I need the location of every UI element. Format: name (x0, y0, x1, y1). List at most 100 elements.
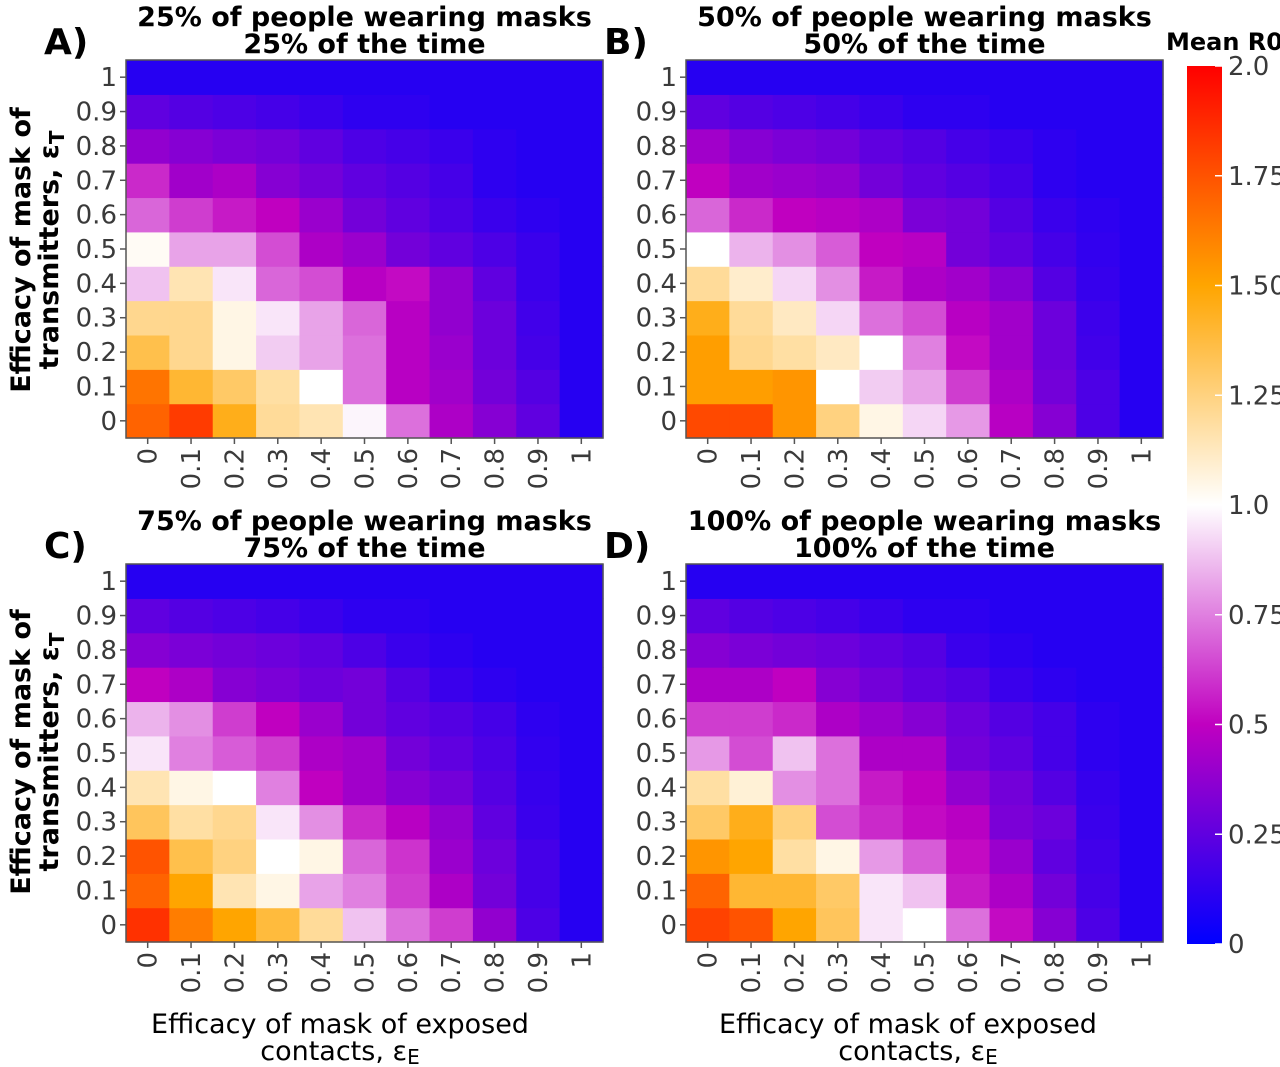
heatmap-cell (1076, 598, 1121, 634)
heatmap-panel: 0 0.1 0.2 0.3 0.4 0.5 0.6 0.7 0.8 0.9 1 0 0.1 0.2 0.3 0… (604, 2, 1164, 489)
heatmap-cell (386, 838, 431, 874)
heatmap-cell (386, 266, 431, 302)
heatmap-cell (516, 598, 561, 634)
heatmap-cell (559, 266, 604, 302)
heatmap-cell (386, 873, 431, 909)
heatmap-cell (772, 701, 817, 737)
x-tick-label: 0.2 (780, 448, 810, 489)
heatmap-cell (729, 197, 774, 233)
heatmap-cell (212, 60, 257, 95)
heatmap-cell (299, 231, 344, 267)
heatmap-cell (946, 804, 991, 840)
heatmap-cell (729, 838, 774, 874)
x-tick-label: 0.5 (911, 952, 941, 993)
heatmap-cell (1119, 266, 1164, 302)
y-tick-label: 0.2 (636, 842, 677, 872)
heatmap-cell (859, 231, 904, 267)
panel-title-line1: 50% of people wearing masks (697, 2, 1152, 33)
x-tick-label: 0.8 (1041, 448, 1071, 489)
x-tick-label: 0.6 (394, 952, 424, 993)
heatmap-cell (772, 804, 817, 840)
heatmap-cell (902, 667, 947, 703)
heatmap-cell (386, 163, 431, 199)
x-tick-label: 0.5 (351, 448, 381, 489)
heatmap-cell (516, 735, 561, 771)
heatmap-cell (729, 128, 774, 164)
y-tick-label: 0.5 (636, 739, 677, 769)
heatmap-cell (859, 873, 904, 909)
heatmap-cell (1076, 94, 1121, 130)
heatmap-cell (686, 231, 730, 267)
y-tick-label: 0.2 (636, 338, 677, 368)
panel-title-line1: 100% of people wearing masks (688, 506, 1161, 537)
heatmap-cell (946, 197, 991, 233)
heatmap-cell (772, 300, 817, 336)
x-tick-label: 0.7 (437, 952, 467, 993)
heatmap-cell (989, 632, 1034, 668)
heatmap-cell (902, 369, 947, 405)
heatmap-cell (126, 598, 170, 634)
heatmap-cell (902, 266, 947, 302)
heatmap-cell (1076, 334, 1121, 370)
heatmap-cell (772, 163, 817, 199)
heatmap-cell (516, 197, 561, 233)
heatmap-cell (729, 873, 774, 909)
heatmap-cell (946, 300, 991, 336)
x-tick-label: 0.9 (1084, 952, 1114, 993)
heatmap-cell (1076, 632, 1121, 668)
y-tick-label: 0.2 (76, 842, 117, 872)
colorbar-tick-label: 0.5 (1228, 711, 1269, 741)
heatmap-cell (816, 564, 861, 599)
heatmap-cell (1076, 804, 1121, 840)
heatmap-cell (686, 334, 730, 370)
y-tick-label: 0.8 (636, 132, 677, 162)
heatmap-cell (386, 60, 431, 95)
heatmap-cell (386, 334, 431, 370)
panel-letter: A) (44, 22, 88, 63)
heatmap-cell (1076, 300, 1121, 336)
heatmap-cell (299, 838, 344, 874)
colorbar-tick-label: 1.25 (1228, 381, 1280, 411)
heatmap-cell (729, 907, 774, 943)
heatmap-cell (386, 128, 431, 164)
heatmap-cell (472, 907, 517, 943)
heatmap-cell (1032, 60, 1077, 95)
heatmap-cell (989, 369, 1034, 405)
x-tick-label: 0.6 (954, 448, 984, 489)
heatmap-cell (386, 197, 431, 233)
heatmap-cell (989, 197, 1034, 233)
heatmap-cell (729, 804, 774, 840)
heatmap-cell (1032, 907, 1077, 943)
heatmap-cell (859, 632, 904, 668)
heatmap-cell (989, 60, 1034, 95)
heatmap-cell (516, 60, 561, 95)
heatmap-cell (342, 231, 387, 267)
heatmap-cell (299, 197, 344, 233)
heatmap-cell (386, 667, 431, 703)
heatmap-cell (169, 300, 214, 336)
heatmap-cell (516, 334, 561, 370)
heatmap-cell (816, 266, 861, 302)
heatmap-cell (686, 197, 730, 233)
heatmap-cell (559, 564, 604, 599)
heatmap-cell (1032, 632, 1077, 668)
heatmap-cell (516, 300, 561, 336)
colorbar-tick-label: 0.25 (1228, 820, 1280, 850)
y-tick-label: 0.1 (636, 372, 677, 402)
heatmap-cell (559, 60, 604, 95)
heatmap-cell (299, 403, 344, 439)
x-tick-label: 1 (1127, 952, 1157, 969)
heatmap-cell (516, 128, 561, 164)
heatmap-cell (386, 632, 431, 668)
heatmap-cell (989, 403, 1034, 439)
heatmap-cell (256, 403, 301, 439)
heatmap-cell (169, 701, 214, 737)
heatmap-cell (772, 266, 817, 302)
heatmap-cell (169, 163, 214, 199)
heatmap-cell (256, 770, 301, 806)
x-tick-label: 0 (694, 448, 724, 465)
x-tick-label: 0.1 (737, 448, 767, 489)
heatmap-cell (902, 94, 947, 130)
heatmap-cell (472, 701, 517, 737)
heatmap-cell (772, 632, 817, 668)
